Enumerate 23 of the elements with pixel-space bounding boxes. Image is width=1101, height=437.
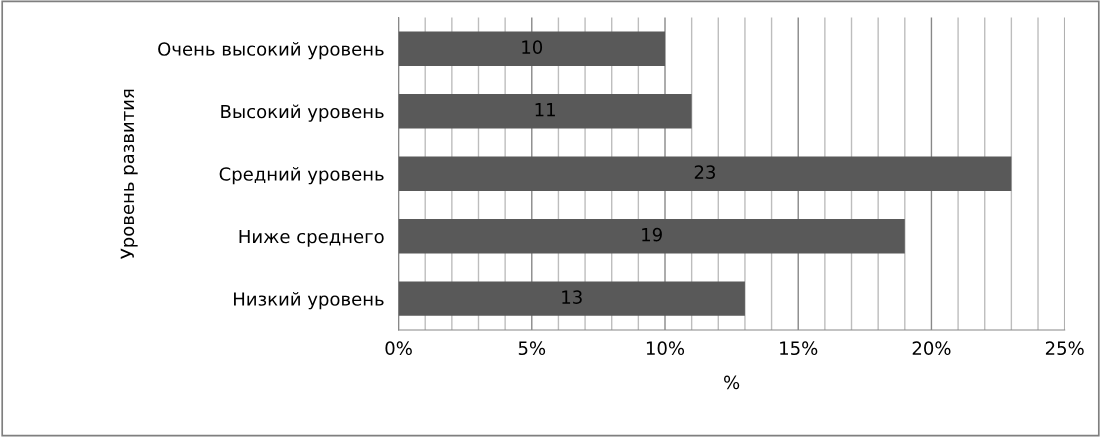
bar [398, 281, 745, 316]
bar [398, 156, 1012, 191]
x-tick-label: 20% [912, 341, 951, 356]
y-axis-title: Уровень развития [120, 89, 138, 259]
y-tick-label: Очень высокий уровень [158, 41, 384, 60]
y-tick-label: Средний уровень [219, 166, 384, 185]
data-label: 10 [522, 40, 543, 54]
x-tick-label: 10% [646, 341, 685, 356]
bar [398, 31, 665, 66]
x-tick-label: 0% [385, 341, 412, 356]
data-label: 11 [535, 103, 555, 117]
x-tick-label: 5% [518, 341, 546, 356]
data-label: 23 [694, 165, 716, 179]
x-axis-title: % [724, 375, 740, 390]
data-label: 19 [642, 227, 662, 242]
x-tick-label: 25% [1045, 341, 1084, 356]
y-tick-label: Ниже среднего [239, 229, 384, 247]
data-label: 13 [562, 290, 582, 304]
x-tick-label: 15% [780, 341, 818, 356]
bar [398, 219, 905, 254]
y-tick-label: Низкий уровень [234, 291, 384, 310]
bar [398, 94, 692, 129]
y-tick-label: Высокий уровень [221, 104, 384, 122]
